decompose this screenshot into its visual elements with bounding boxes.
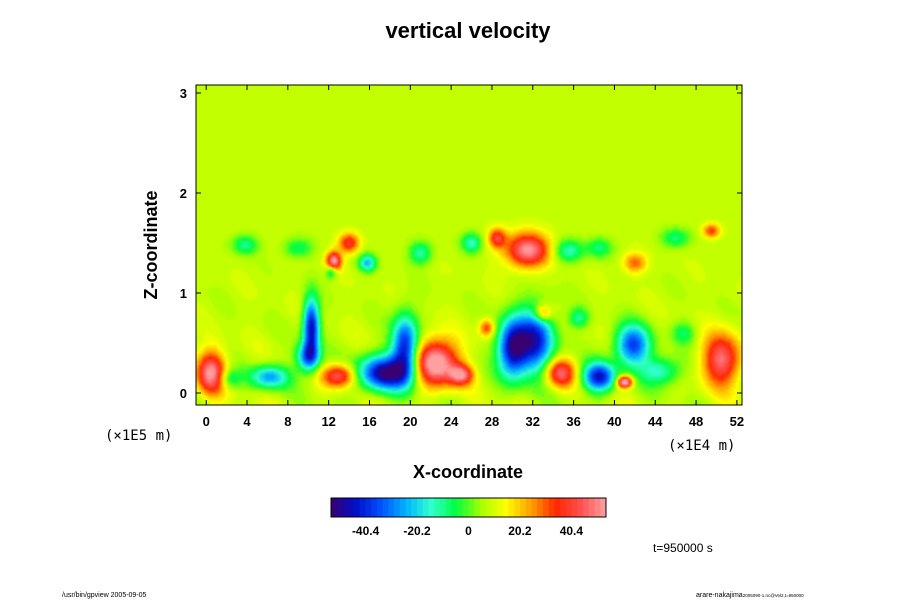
colorbar-cell xyxy=(537,498,544,517)
colorbar-cell xyxy=(508,498,515,517)
colorbar-cell xyxy=(485,498,492,517)
colorbar-cell xyxy=(382,498,389,517)
footer-left: /usr/bin/gpview 2005-09-05 xyxy=(62,592,147,599)
colorbar-cell xyxy=(560,498,567,517)
colorbar-cell xyxy=(428,498,435,517)
colorbar-cell xyxy=(342,498,349,517)
colorbar-cell xyxy=(571,498,578,517)
colorbar-cell xyxy=(583,498,590,517)
colorbar-cell xyxy=(514,498,521,517)
colorbar-cell xyxy=(376,498,383,517)
x-axis-label: X-coordinate xyxy=(413,462,523,482)
colorbar-frame xyxy=(330,497,607,518)
colorbar-cell xyxy=(542,498,550,517)
y-axis-label: Z-coordinate xyxy=(141,190,161,299)
x-tick-label: 4 xyxy=(243,414,251,429)
colorbar-cell xyxy=(411,498,418,517)
colorbar-cell xyxy=(548,498,555,517)
x-tick-label: 32 xyxy=(526,414,540,429)
plot-frame xyxy=(195,84,743,406)
colorbar-cells xyxy=(331,498,607,517)
colorbar-cell xyxy=(474,498,481,517)
colorbar-cell xyxy=(594,498,601,517)
x-axis-ticks: 0 4 8 12 16 20 24 28 32 36 40 44 48 52 xyxy=(203,85,744,429)
colorbar-cell xyxy=(405,498,412,517)
colorbar-cell xyxy=(416,498,424,517)
colorbar-cell xyxy=(331,498,338,517)
colorbar-cell xyxy=(462,498,469,517)
colorbar-tick-label: 40.4 xyxy=(560,524,584,538)
colorbar-cell xyxy=(520,498,527,517)
colorbar-cell xyxy=(445,498,452,517)
colorbar-cell xyxy=(565,498,573,517)
colorbar-cell xyxy=(365,498,372,517)
colorbar-cell xyxy=(353,498,361,517)
chart-title: vertical velocity xyxy=(385,18,551,43)
x-tick-label: 20 xyxy=(403,414,417,429)
x-scale-label: (×1E4 m) xyxy=(668,438,735,454)
colorbar-cell xyxy=(457,498,464,517)
x-tick-label: 28 xyxy=(485,414,499,429)
y-axis-ticks: 0 1 2 3 xyxy=(180,86,742,401)
colorbar-cell xyxy=(439,498,446,517)
colorbar-cell xyxy=(502,498,510,517)
y-tick-label: 3 xyxy=(180,86,187,101)
x-tick-label: 48 xyxy=(689,414,703,429)
colorbar-cell xyxy=(577,498,584,517)
colorbar-cell xyxy=(554,498,561,517)
y-tick-label: 2 xyxy=(180,186,187,201)
colorbar-cell xyxy=(336,498,343,517)
colorbar-cell xyxy=(359,498,366,517)
footer-right: arare-nakajima2005090-1.nc@Vel2,t=950000 xyxy=(696,592,804,599)
colorbar-cell xyxy=(434,498,441,517)
colorbar-cell xyxy=(479,498,487,517)
heatmap-field xyxy=(196,85,742,405)
colorbar-cell xyxy=(497,498,504,517)
x-tick-label: 12 xyxy=(321,414,335,429)
colorbar-cell xyxy=(468,498,475,517)
x-tick-label: 0 xyxy=(203,414,210,429)
colorbar-ticks: -40.4 -20.2 0 20.2 40.4 xyxy=(352,524,583,538)
colorbar-tick-label: -40.4 xyxy=(352,524,380,538)
colorbar-cell xyxy=(422,498,429,517)
x-tick-label: 36 xyxy=(566,414,580,429)
x-tick-label: 16 xyxy=(362,414,376,429)
colorbar-cell xyxy=(348,498,355,517)
colorbar-cell xyxy=(371,498,378,517)
colorbar-tick-label: -20.2 xyxy=(403,524,431,538)
colorbar-cell xyxy=(525,498,532,517)
footer-right-small: 2005090-1.nc@Vel2,t=950000 xyxy=(743,593,804,598)
y-tick-label: 0 xyxy=(180,386,187,401)
colorbar-cell xyxy=(399,498,406,517)
colorbar-cell xyxy=(491,498,498,517)
x-tick-label: 8 xyxy=(284,414,291,429)
y-tick-label: 1 xyxy=(180,286,187,301)
colorbar-cell xyxy=(531,498,538,517)
x-tick-label: 44 xyxy=(648,414,663,429)
x-tick-label: 52 xyxy=(730,414,744,429)
colorbar-cell xyxy=(588,498,595,517)
x-tick-label: 24 xyxy=(444,414,459,429)
colorbar-cell xyxy=(388,498,395,517)
x-tick-label: 40 xyxy=(607,414,621,429)
colorbar-cell xyxy=(451,498,458,517)
colorbar-tick-label: 0 xyxy=(465,524,472,538)
colorbar-tick-label: 20.2 xyxy=(508,524,532,538)
y-scale-label: (×1E5 m) xyxy=(105,428,172,444)
colorbar-cell xyxy=(394,498,401,517)
time-label: t=950000 s xyxy=(653,541,713,555)
colorbar-cell xyxy=(600,498,607,517)
colorbar: -40.4 -20.2 0 20.2 40.4 xyxy=(330,497,607,538)
footer-right-main: arare-nakajima xyxy=(696,592,743,599)
